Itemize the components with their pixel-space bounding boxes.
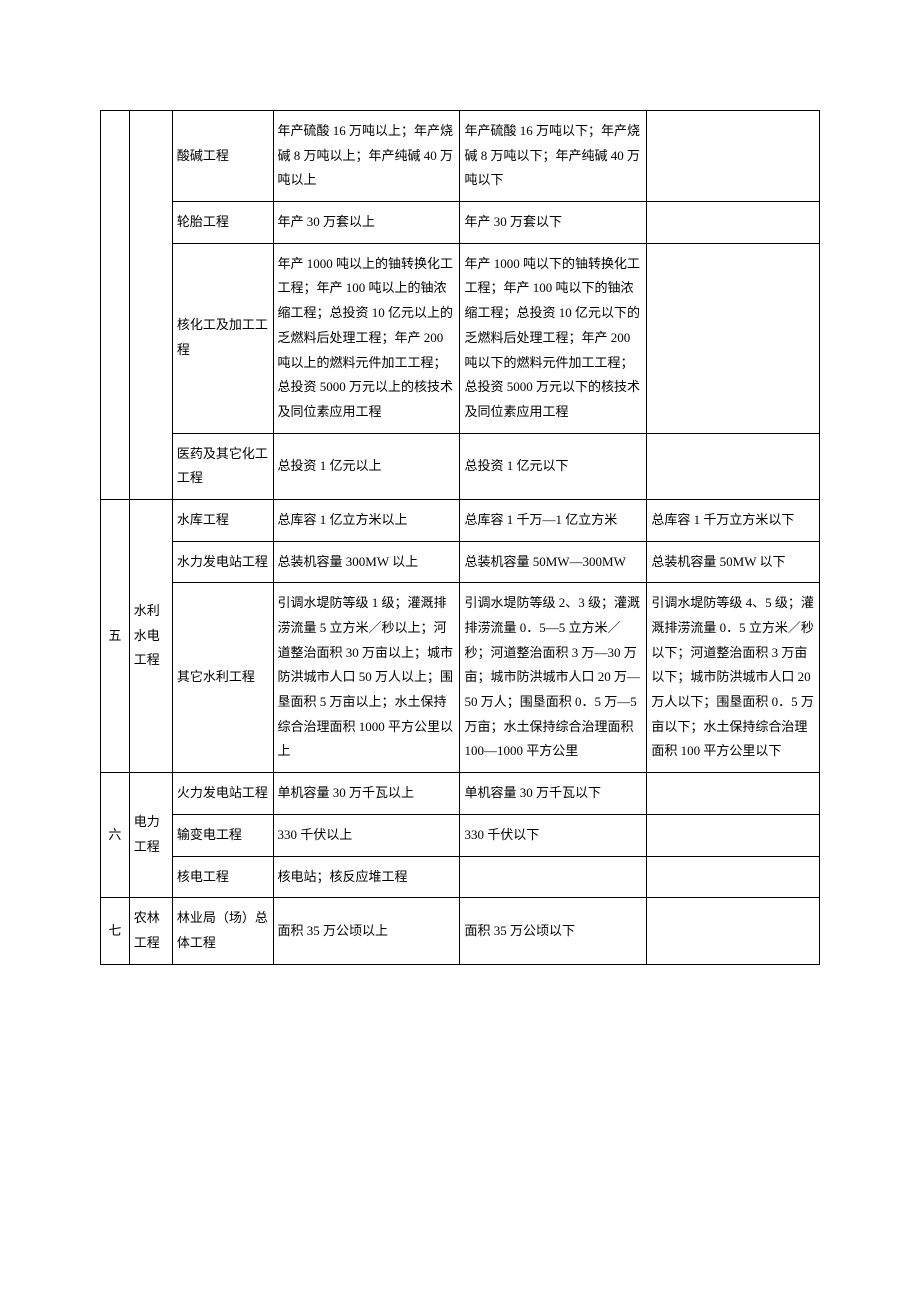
table-row: 六 电力工程 火力发电站工程 单机容量 30 万千瓦以上 单机容量 30 万千瓦…	[101, 773, 820, 815]
row-c: 总库容 1 千万立方米以下	[647, 499, 820, 541]
row-a: 330 千伏以上	[273, 814, 460, 856]
row-a: 总投资 1 亿元以上	[273, 433, 460, 499]
row-b: 面积 35 万公顷以下	[460, 898, 647, 964]
row-sub: 核化工及加工工程	[172, 243, 273, 433]
row-b: 年产 30 万套以下	[460, 202, 647, 244]
standards-table: 酸碱工程 年产硫酸 16 万吨以上；年产烧碱 8 万吨以上；年产纯碱 40 万吨…	[100, 110, 820, 965]
row-sub: 轮胎工程	[172, 202, 273, 244]
row-num: 五	[101, 499, 130, 772]
row-num: 七	[101, 898, 130, 964]
row-b: 总投资 1 亿元以下	[460, 433, 647, 499]
table-row: 输变电工程 330 千伏以上 330 千伏以下	[101, 814, 820, 856]
row-a: 年产硫酸 16 万吨以上；年产烧碱 8 万吨以上；年产纯碱 40 万吨以上	[273, 111, 460, 202]
row-b: 引调水堤防等级 2、3 级；灌溉排涝流量 0．5—5 立方米／秒；河道整治面积 …	[460, 583, 647, 773]
row-b: 总库容 1 千万—1 亿立方米	[460, 499, 647, 541]
row-c	[647, 773, 820, 815]
row-a: 年产 30 万套以上	[273, 202, 460, 244]
row-sub: 林业局（场）总体工程	[172, 898, 273, 964]
row-cat	[129, 111, 172, 500]
table-row: 核电工程 核电站；核反应堆工程	[101, 856, 820, 898]
row-b: 330 千伏以下	[460, 814, 647, 856]
row-b: 单机容量 30 万千瓦以下	[460, 773, 647, 815]
row-c	[647, 814, 820, 856]
row-sub: 其它水利工程	[172, 583, 273, 773]
row-a: 面积 35 万公顷以上	[273, 898, 460, 964]
table-row: 核化工及加工工程 年产 1000 吨以上的铀转换化工工程；年产 100 吨以上的…	[101, 243, 820, 433]
table-row: 医药及其它化工工程 总投资 1 亿元以上 总投资 1 亿元以下	[101, 433, 820, 499]
row-sub: 水库工程	[172, 499, 273, 541]
row-sub: 水力发电站工程	[172, 541, 273, 583]
row-c	[647, 202, 820, 244]
table-row: 酸碱工程 年产硫酸 16 万吨以上；年产烧碱 8 万吨以上；年产纯碱 40 万吨…	[101, 111, 820, 202]
row-b: 年产 1000 吨以下的铀转换化工工程；年产 100 吨以下的铀浓缩工程；总投资…	[460, 243, 647, 433]
row-a: 总库容 1 亿立方米以上	[273, 499, 460, 541]
table-row: 五 水利水电工程 水库工程 总库容 1 亿立方米以上 总库容 1 千万—1 亿立…	[101, 499, 820, 541]
table-row: 七 农林工程 林业局（场）总体工程 面积 35 万公顷以上 面积 35 万公顷以…	[101, 898, 820, 964]
table-row: 其它水利工程 引调水堤防等级 1 级；灌溉排涝流量 5 立方米／秒以上；河道整治…	[101, 583, 820, 773]
row-sub: 火力发电站工程	[172, 773, 273, 815]
row-sub: 医药及其它化工工程	[172, 433, 273, 499]
row-num: 六	[101, 773, 130, 898]
row-cat: 电力工程	[129, 773, 172, 898]
row-c	[647, 433, 820, 499]
row-c	[647, 111, 820, 202]
row-a: 总装机容量 300MW 以上	[273, 541, 460, 583]
row-a: 核电站；核反应堆工程	[273, 856, 460, 898]
row-num	[101, 111, 130, 500]
table-row: 水力发电站工程 总装机容量 300MW 以上 总装机容量 50MW—300MW …	[101, 541, 820, 583]
row-a: 单机容量 30 万千瓦以上	[273, 773, 460, 815]
row-c	[647, 856, 820, 898]
row-a: 年产 1000 吨以上的铀转换化工工程；年产 100 吨以上的铀浓缩工程；总投资…	[273, 243, 460, 433]
row-cat: 农林工程	[129, 898, 172, 964]
table-row: 轮胎工程 年产 30 万套以上 年产 30 万套以下	[101, 202, 820, 244]
row-sub: 输变电工程	[172, 814, 273, 856]
row-b: 年产硫酸 16 万吨以下；年产烧碱 8 万吨以下；年产纯碱 40 万吨以下	[460, 111, 647, 202]
row-b	[460, 856, 647, 898]
row-sub: 核电工程	[172, 856, 273, 898]
row-b: 总装机容量 50MW—300MW	[460, 541, 647, 583]
row-c: 引调水堤防等级 4、5 级；灌溉排涝流量 0．5 立方米／秒以下；河道整治面积 …	[647, 583, 820, 773]
row-a: 引调水堤防等级 1 级；灌溉排涝流量 5 立方米／秒以上；河道整治面积 30 万…	[273, 583, 460, 773]
row-c	[647, 898, 820, 964]
row-cat: 水利水电工程	[129, 499, 172, 772]
row-c: 总装机容量 50MW 以下	[647, 541, 820, 583]
row-c	[647, 243, 820, 433]
row-sub: 酸碱工程	[172, 111, 273, 202]
